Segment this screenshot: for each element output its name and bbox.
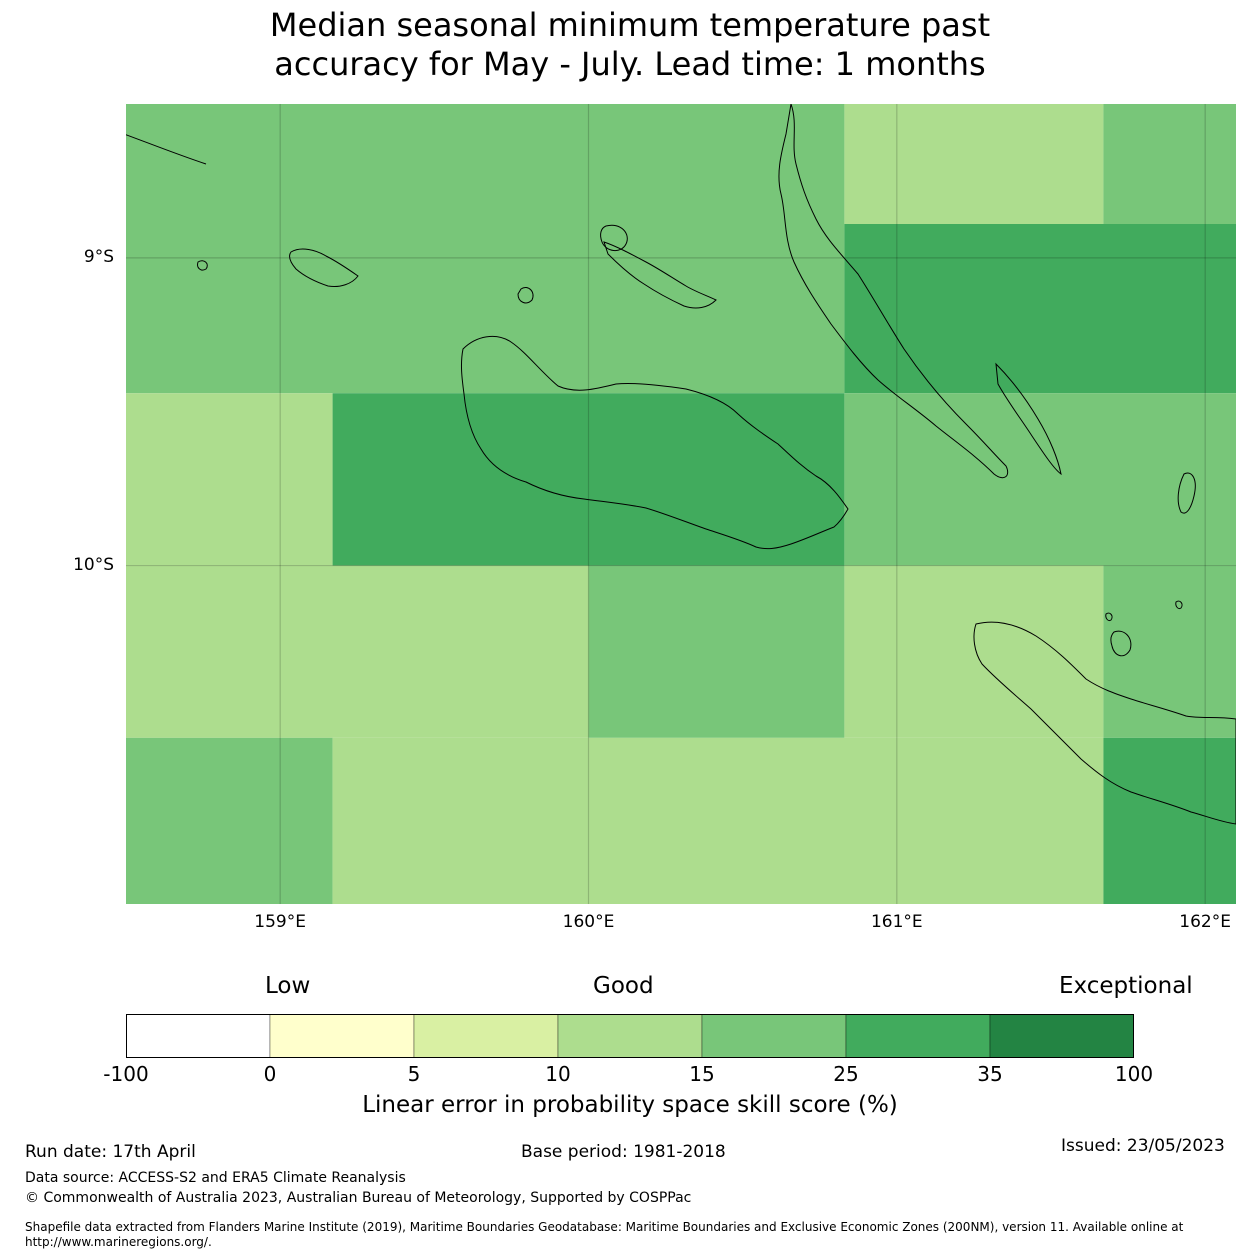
data-source: Data source: ACCESS-S2 and ERA5 Climate … [25,1170,406,1186]
lon-tick-label: 159°E [254,912,306,932]
colorbar-bin-5 [845,1014,991,1058]
colorbar-bin-6 [989,1014,1134,1058]
colorbar-bin-3 [557,1014,703,1058]
colorbar-bin-1 [269,1014,415,1058]
guadalcanal-coastline [460,335,849,550]
colorbar-tick-label: 5 [407,1062,421,1086]
category-label-low: Low [265,973,311,999]
category-label-good: Good [593,973,654,999]
small-island-4 [1175,600,1183,609]
santa-isabel-coastline [126,134,1062,476]
grid-cell-11 [126,737,333,904]
malaita-coastline [778,104,1009,479]
colorbar-tick-label: 10 [545,1062,571,1086]
title-line-2: accuracy for May - July. Lead time: 1 mo… [274,45,986,83]
colorbar-title: Linear error in probability space skill … [362,1092,898,1118]
grid-cell-9 [844,565,1104,738]
base-period: Base period: 1981-2018 [521,1142,726,1162]
grid-cell-0 [126,104,845,394]
grid-cell-2 [1103,104,1236,224]
grid-cell-5 [332,393,845,566]
grid-cell-6 [844,393,1236,566]
small-island-1 [197,260,208,271]
grid-cell-4 [126,393,333,566]
small-island-5 [1105,612,1113,621]
lon-tick-label: 160°E [562,912,615,932]
issued-date: Issued: 23/05/2023 [1061,1136,1225,1156]
russell-islands-coastline [289,248,359,287]
colorbar-tick-label: 100 [1114,1062,1154,1086]
colorbar-bin-2 [413,1014,559,1058]
small-island-2 [1177,472,1196,514]
map-title: Median seasonal minimum temperature past… [0,6,1260,84]
colorbar [126,1014,1134,1058]
lon-tick-label: 162°E [1179,912,1231,932]
ngella-coastline [603,241,717,309]
colorbar-tick-label: 25 [833,1062,859,1086]
colorbar-tick-label: 0 [263,1062,277,1086]
grid-cell-10 [1103,565,1236,738]
savo-coastline [517,286,534,304]
grid-cell-3 [844,224,1236,394]
copyright: © Commonwealth of Australia 2023, Austra… [25,1190,692,1206]
colorbar-tick-label: 35 [977,1062,1003,1086]
lat-tick-label: 9°S [83,246,114,267]
florida-islands-coastline [600,224,628,251]
shapefile-credit-line-2: http://www.marineregions.org/. [25,1235,212,1249]
title-line-1: Median seasonal minimum temperature past [269,6,991,44]
lat-tick-label: 10°S [73,554,114,575]
run-date: Run date: 17th April [25,1142,196,1162]
small-island-3 [1110,630,1132,657]
colorbar-bin-4 [701,1014,847,1058]
colorbar-tick-label: 15 [689,1062,715,1086]
makira-coastline [973,621,1236,825]
grid-cell-7 [126,565,589,738]
lon-tick-label: 161°E [870,912,923,932]
grid-cell-12 [332,737,1104,904]
colorbar-bin-0 [126,1014,271,1058]
shapefile-credit: Shapefile data extracted from Flanders M… [25,1220,1235,1250]
colorbar-tick-label: -100 [103,1062,149,1086]
grid-cell-1 [844,104,1104,224]
skill-map [126,104,1236,904]
shapefile-credit-line-1: Shapefile data extracted from Flanders M… [25,1220,1184,1234]
grid-cell-8 [588,565,845,738]
grid-cell-13 [1103,737,1236,904]
category-label-exceptional: Exceptional [1059,973,1193,999]
